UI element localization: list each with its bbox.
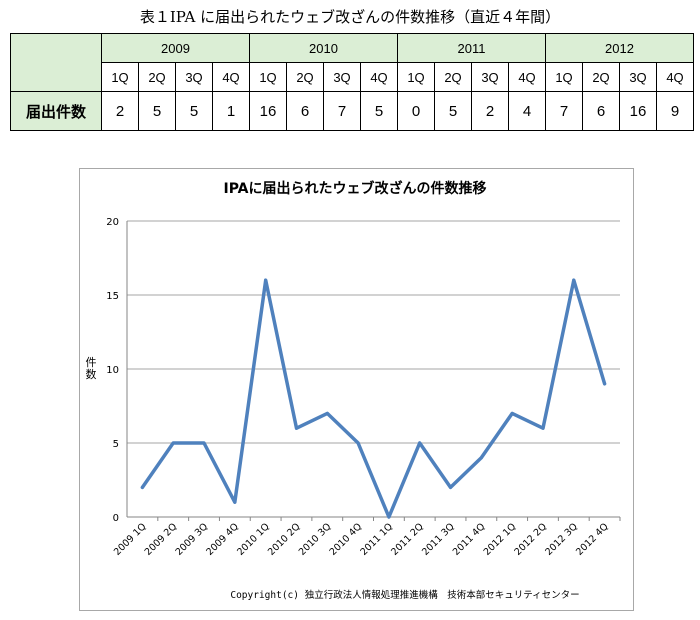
quarter-header: 2Q (286, 62, 324, 92)
row-label: 届出件数 (10, 91, 102, 131)
y-axis: 0 5 10 15 20 (106, 217, 119, 524)
data-point (603, 382, 607, 386)
value-cell: 5 (434, 91, 472, 131)
data-point (202, 441, 206, 445)
value-cell: 0 (397, 91, 435, 131)
series-line (140, 278, 607, 519)
y-tick-label: 15 (106, 291, 119, 302)
year-header: 2012 (545, 33, 694, 63)
data-point (264, 278, 268, 282)
x-tick-label: 2011 2Q (389, 521, 426, 558)
data-point (541, 426, 545, 430)
x-tick-label: 2012 3Q (543, 521, 580, 558)
value-cell: 4 (508, 91, 546, 131)
quarter-header: 2Q (138, 62, 176, 92)
data-point (418, 441, 422, 445)
quarter-header: 2Q (434, 62, 472, 92)
quarter-header: 3Q (471, 62, 509, 92)
x-tick-label: 2012 4Q (574, 521, 611, 558)
x-tick-label: 2010 4Q (328, 521, 365, 558)
quarter-header: 1Q (545, 62, 583, 92)
data-point (449, 485, 453, 489)
data-point (233, 500, 237, 504)
y-tick-label: 0 (113, 513, 119, 524)
x-tick-label: 2012 2Q (513, 521, 550, 558)
gridlines (126, 220, 620, 518)
y-tick-label: 5 (113, 439, 119, 450)
quarter-header: 4Q (656, 62, 694, 92)
quarter-header: 1Q (249, 62, 287, 92)
value-cell: 2 (471, 91, 509, 131)
value-cell: 5 (138, 91, 176, 131)
quarter-header: 4Q (212, 62, 250, 92)
data-point (294, 426, 298, 430)
x-tick-label: 2009 4Q (204, 521, 241, 558)
x-tick-label: 2010 2Q (266, 521, 303, 558)
copyright-text: Copyright(c) 独立行政法人情報処理推進機構 技術本部セキュリティセン… (230, 589, 579, 601)
x-tick-label: 2011 3Q (420, 521, 457, 558)
value-cell: 2 (101, 91, 139, 131)
chart-frame (79, 168, 634, 611)
value-cell: 6 (582, 91, 620, 131)
x-tick-label: 2012 1Q (482, 521, 519, 558)
x-tick-label: 2010 1Q (235, 521, 272, 558)
data-point (171, 441, 175, 445)
value-cell: 5 (360, 91, 398, 131)
data-point (510, 411, 514, 415)
x-tick-label: 2010 3Q (297, 521, 334, 558)
incident-table: 2009 2010 2011 2012 1Q 2Q 3Q 4Q 1Q 2Q 3Q… (10, 33, 694, 131)
chart-title: IPAに届出られたウェブ改ざんの件数推移 (223, 180, 486, 197)
x-tick-label: 2011 1Q (358, 521, 395, 558)
value-cell: 7 (545, 91, 583, 131)
y-tick-label: 10 (106, 365, 119, 376)
year-header: 2011 (397, 33, 546, 63)
x-tick-label: 2009 3Q (174, 521, 211, 558)
data-point (140, 485, 144, 489)
x-tick-label: 2011 4Q (451, 521, 488, 558)
data-points (140, 278, 607, 519)
value-cell: 9 (656, 91, 694, 131)
x-tick-label: 2009 2Q (143, 521, 180, 558)
data-point (356, 441, 360, 445)
data-point (572, 278, 576, 282)
y-tick-label: 20 (106, 217, 119, 228)
data-point (325, 411, 329, 415)
table-title: 表１IPA に届出られたウェブ改ざんの件数推移（直近４年間） (139, 8, 561, 26)
data-point (479, 456, 483, 460)
x-tick-label: 2009 1Q (112, 521, 149, 558)
y-axis-label: 件数 (86, 356, 97, 381)
value-cell: 16 (619, 91, 657, 131)
quarter-header: 3Q (619, 62, 657, 92)
data-point (387, 515, 391, 519)
quarter-header: 3Q (175, 62, 213, 92)
